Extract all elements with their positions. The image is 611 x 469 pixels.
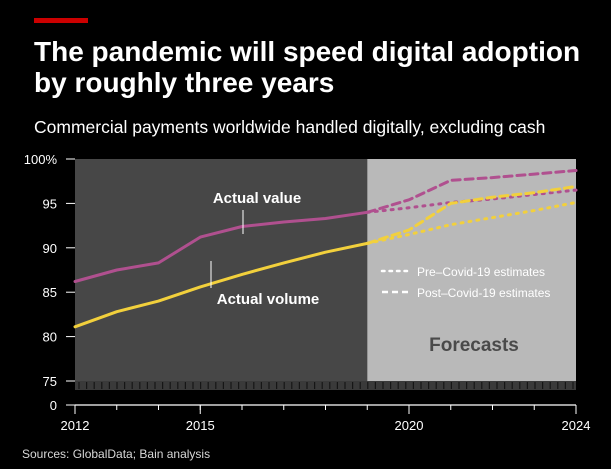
y-tick-label: 85 — [43, 285, 57, 300]
annotation-actual-volume: Actual volume — [217, 291, 320, 308]
legend-post-label: Post–Covid-19 estimates — [417, 286, 550, 300]
x-tick-label: 2024 — [562, 418, 591, 433]
chart-title: The pandemic will speed digital adoption… — [34, 36, 581, 98]
volume-post-covid-line — [365, 185, 578, 245]
source-note: Sources: GlobalData; Bain analysis — [22, 447, 211, 461]
forecast-period-background — [367, 159, 576, 381]
y-tick-label: 75 — [43, 374, 57, 389]
forecast-label: Forecasts — [429, 335, 519, 356]
x-axis-ticks: 2012 2015 2020 2024 — [61, 405, 591, 433]
x-tick-label: 2020 — [395, 418, 424, 433]
y-tick-label: 0 — [50, 398, 57, 413]
axis-break-band — [75, 381, 576, 390]
axis-break-ticks — [78, 382, 574, 389]
y-tick-label: 100% — [24, 152, 58, 167]
y-tick-label: 95 — [43, 196, 57, 211]
y-tick-label: 80 — [43, 330, 57, 345]
legend-pre-label: Pre–Covid-19 estimates — [417, 265, 545, 279]
volume-pre-covid-line — [365, 201, 578, 245]
value-post-covid-line — [365, 169, 578, 214]
value-pre-covid-line — [365, 188, 578, 214]
series-lines — [73, 169, 578, 329]
actual-volume-line — [73, 241, 369, 329]
accent-bar — [34, 18, 88, 23]
x-tick-label: 2012 — [61, 418, 90, 433]
chart-subtitle: Commercial payments worldwide handled di… — [34, 117, 546, 137]
x-tick-label: 2015 — [186, 418, 215, 433]
y-tick-label: 90 — [43, 241, 57, 256]
actual-value-line — [73, 210, 369, 283]
annotation-actual-value: Actual value — [213, 190, 301, 207]
